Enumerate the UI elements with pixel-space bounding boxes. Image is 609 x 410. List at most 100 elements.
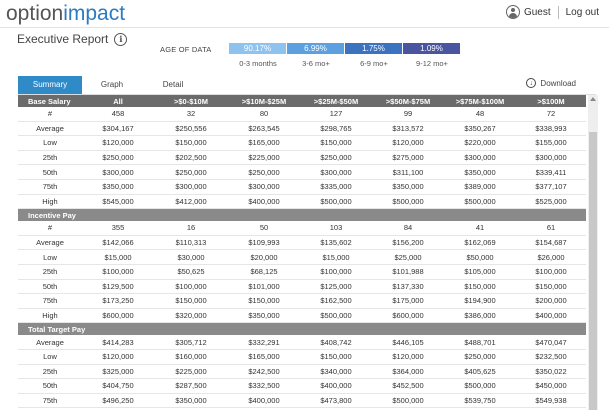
download-icon: ↓ (526, 78, 537, 88)
table-row: 25th $100,000 $50,625 $68,125 $100,000 $101,9… (18, 264, 586, 280)
table-row: High $600,000 $320,000 $350,000 $500,000 $600… (18, 308, 586, 324)
tab-graph[interactable]: Graph (100, 80, 124, 89)
column-header: >$10M-$25M (228, 95, 300, 107)
column-header: >$25M-$50M (300, 95, 372, 107)
table-cell: 103 (300, 221, 372, 236)
table-cell: $340,000 (300, 364, 372, 380)
table-row: #458 32 80 127 99 48 72 (18, 107, 586, 122)
row-label: Average (18, 335, 82, 350)
table-cell: $26,000 (516, 249, 586, 265)
scroll-up-arrow-icon[interactable] (590, 97, 596, 101)
summary-table: Base Salary All >$0-$10M >$10M-$25M >$25M-$5… (18, 95, 586, 410)
table-cell: $400,000 (228, 194, 300, 210)
age-bar-2: 1.75% (345, 43, 402, 54)
row-label: 25th (18, 364, 82, 380)
table-cell: $525,000 (516, 194, 586, 210)
table-cell: $473,800 (300, 393, 372, 409)
table-cell: $305,712 (154, 335, 228, 350)
table-cell: 84 (372, 221, 444, 236)
table-cell: $242,500 (228, 364, 300, 380)
row-label: Low (18, 349, 82, 365)
scrollbar-thumb[interactable] (589, 132, 597, 410)
row-label: High (18, 194, 82, 210)
table-cell: $120,000 (82, 135, 154, 151)
table-cell: $488,701 (444, 335, 516, 350)
row-label: 25th (18, 150, 82, 166)
table-row: 25th $325,000 $225,000 $242,500 $340,000 $364… (18, 364, 586, 380)
table-cell: $101,988 (372, 264, 444, 280)
table-cell: 48 (444, 107, 516, 122)
download-label: Download (540, 78, 576, 88)
table-cell: $162,500 (300, 293, 372, 309)
logout-link[interactable]: Log out (565, 6, 599, 18)
table-cell: $155,000 (516, 135, 586, 151)
user-name[interactable]: Guest (523, 6, 551, 18)
table-cell: $400,000 (300, 378, 372, 394)
table-cell: 458 (82, 107, 154, 122)
table-cell: 41 (444, 221, 516, 236)
tab-summary[interactable]: Summary (18, 76, 82, 94)
column-header: >$50M-$75M (372, 95, 444, 107)
table-cell: $160,000 (154, 349, 228, 365)
brand-logo[interactable]: optionimpact (6, 2, 125, 26)
table-header-row: Base Salary All >$0-$10M >$10M-$25M >$25M-$5… (18, 95, 586, 107)
table-cell: $30,000 (154, 249, 228, 265)
row-label: High (18, 308, 82, 324)
table-cell: $300,000 (82, 164, 154, 180)
column-header: All (82, 95, 154, 107)
table-cell: $500,000 (372, 194, 444, 210)
row-label: Average (18, 235, 82, 251)
table-cell: $350,000 (154, 393, 228, 409)
age-caption-0: 0-3 months (239, 59, 277, 68)
tab-detail[interactable]: Detail (162, 80, 184, 89)
age-of-data-bars: 90.17% 6.99% 1.75% 1.09% (229, 43, 461, 54)
age-caption-3: 9-12 mo+ (416, 59, 448, 68)
table-cell: $408,742 (300, 335, 372, 350)
table-cell: $350,000 (82, 179, 154, 195)
table-scrollbar[interactable] (588, 95, 598, 410)
table-cell: $150,000 (516, 279, 586, 295)
table-cell: $120,000 (82, 349, 154, 365)
table-cell: $150,000 (228, 293, 300, 309)
table-cell: 355 (82, 221, 154, 236)
table-cell: $400,000 (228, 393, 300, 409)
table-cell: $20,000 (228, 249, 300, 265)
row-label: 50th (18, 279, 82, 295)
download-button[interactable]: ↓ Download (526, 78, 576, 88)
row-label: Low (18, 135, 82, 151)
column-header: >$0-$10M (154, 95, 228, 107)
table-cell: $142,066 (82, 235, 154, 251)
table-cell: $350,000 (372, 179, 444, 195)
table-cell: $300,000 (444, 150, 516, 166)
table-cell: $414,283 (82, 335, 154, 350)
summary-table-container[interactable]: Base Salary All >$0-$10M >$10M-$25M >$25M-$5… (18, 95, 586, 410)
row-label: 50th (18, 378, 82, 394)
table-cell: $15,000 (82, 249, 154, 265)
table-cell: $364,000 (372, 364, 444, 380)
table-row: Average $142,066 $110,313 $109,993 $135,602 $… (18, 235, 586, 251)
age-of-data-captions: 0-3 months 3-6 mo+ 6-9 mo+ 9-12 mo+ (229, 59, 461, 68)
section-header-row: Total Target Pay (18, 322, 586, 336)
table-cell: $154,687 (516, 235, 586, 251)
info-icon[interactable]: i (114, 32, 128, 46)
table-cell: $500,000 (444, 378, 516, 394)
table-cell: $202,500 (154, 150, 228, 166)
table-cell: $311,100 (372, 164, 444, 180)
row-label: High (18, 407, 82, 410)
section-title: Base Salary (18, 95, 82, 107)
table-cell: $101,000 (228, 279, 300, 295)
table-cell: $109,993 (228, 235, 300, 251)
table-cell: $250,000 (154, 164, 228, 180)
table-cell: $194,900 (444, 293, 516, 309)
table-row: 50th $129,500 $100,000 $101,000 $125,000 $137… (18, 279, 586, 295)
table-cell: $332,291 (228, 335, 300, 350)
table-cell: $600,000 (372, 308, 444, 324)
table-cell: $840,000 (444, 407, 516, 410)
table-cell: $250,000 (444, 349, 516, 365)
row-label: 75th (18, 293, 82, 309)
table-cell: $68,125 (228, 264, 300, 280)
table-cell: $304,167 (82, 121, 154, 137)
row-label: 50th (18, 164, 82, 180)
table-cell: $446,105 (372, 335, 444, 350)
user-avatar-icon[interactable] (505, 5, 520, 19)
